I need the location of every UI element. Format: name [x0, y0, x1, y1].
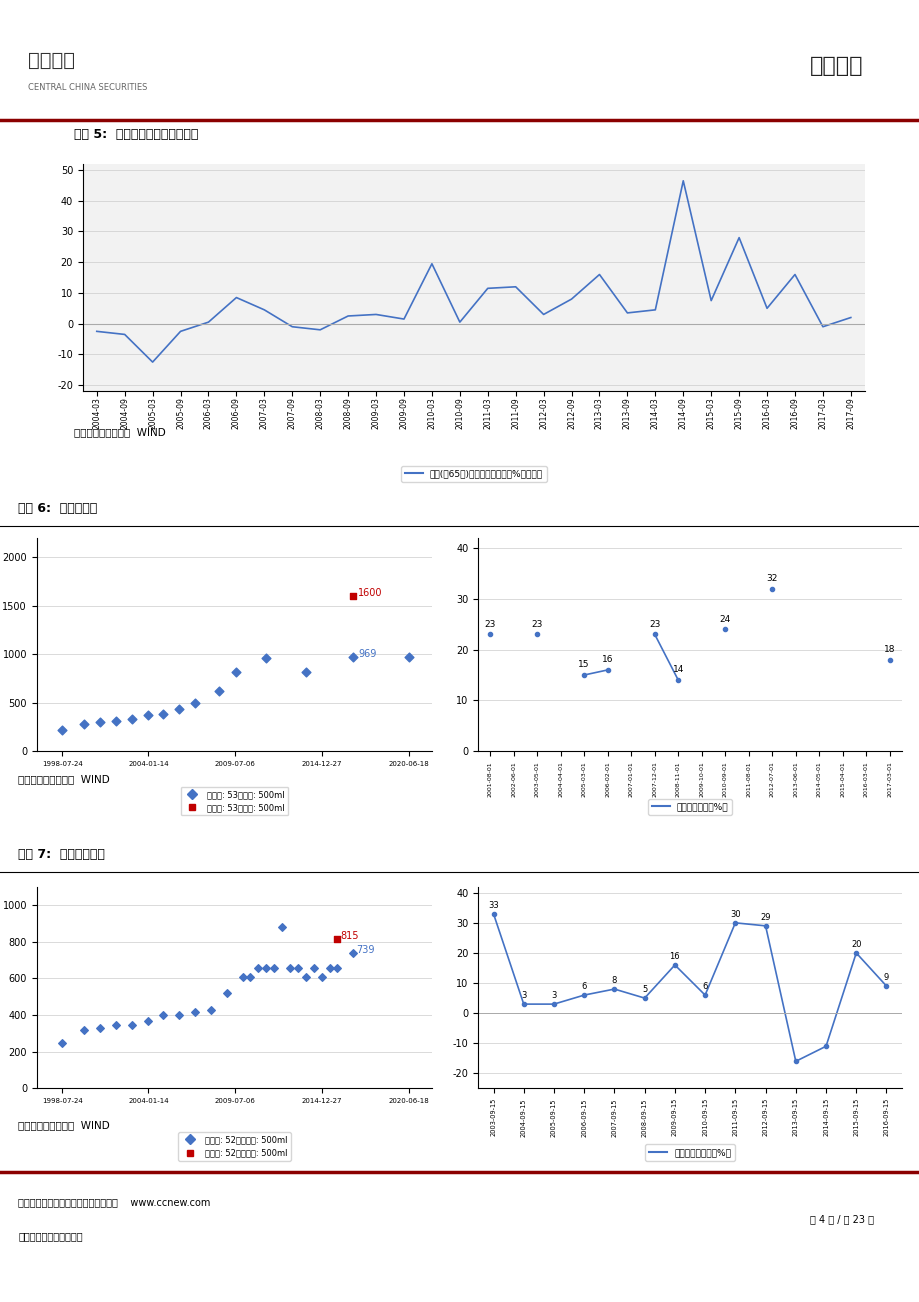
Point	[251, 957, 266, 978]
Text: 14: 14	[672, 665, 683, 674]
Point	[346, 586, 360, 607]
Text: 3: 3	[550, 991, 556, 1000]
Point	[203, 1000, 218, 1021]
Point	[172, 1005, 187, 1026]
Text: 6: 6	[581, 982, 586, 991]
Text: 3: 3	[520, 991, 526, 1000]
Text: 16: 16	[669, 952, 679, 961]
Legend: 芧台调价幅度（%）: 芧台调价幅度（%）	[647, 799, 732, 815]
Text: 8: 8	[611, 976, 617, 986]
Point	[282, 957, 297, 978]
Point	[258, 957, 273, 978]
Point	[156, 1005, 171, 1026]
Point	[108, 1014, 123, 1035]
Point	[172, 698, 187, 719]
Point	[93, 1018, 108, 1039]
Point	[211, 681, 226, 702]
Text: 图表 5:  国内白酒库存较年初增长: 图表 5: 国内白酒库存较年初增长	[74, 128, 198, 141]
Point	[298, 661, 312, 682]
Text: 15: 15	[578, 660, 589, 669]
Text: 9: 9	[883, 973, 888, 982]
Point	[55, 720, 70, 741]
Text: 资料来源：中原证券  WIND: 资料来源：中原证券 WIND	[18, 773, 110, 784]
Point	[275, 917, 289, 937]
Text: 中原证券: 中原证券	[28, 51, 74, 70]
Text: 请阅读最后一页各项声明: 请阅读最后一页各项声明	[18, 1230, 83, 1241]
Text: 1600: 1600	[357, 589, 382, 598]
Point	[55, 1032, 70, 1053]
Text: 16: 16	[601, 655, 613, 664]
Point	[140, 704, 154, 725]
Text: 食品饮料: 食品饮料	[809, 56, 862, 76]
Text: 969: 969	[357, 650, 376, 659]
Text: 6: 6	[702, 982, 707, 991]
Point	[229, 661, 244, 682]
Text: 29: 29	[759, 913, 770, 922]
Point	[235, 966, 250, 987]
Point	[346, 647, 360, 668]
Point	[124, 1014, 139, 1035]
Text: 23: 23	[484, 620, 495, 629]
Point	[401, 647, 415, 668]
Point	[219, 983, 233, 1004]
Text: 图表 6:  茅台出厂价: 图表 6: 茅台出厂价	[18, 503, 97, 516]
Text: CENTRAL CHINA SECURITIES: CENTRAL CHINA SECURITIES	[28, 83, 147, 92]
Point	[93, 712, 108, 733]
Point	[77, 713, 92, 734]
Text: 739: 739	[356, 945, 375, 954]
Point	[187, 693, 202, 713]
Point	[346, 943, 360, 963]
Text: 本报告版权属于中原证券股份有限公司    www.ccnew.com: 本报告版权属于中原证券股份有限公司 www.ccnew.com	[18, 1197, 210, 1207]
Text: 图表 7:  五粮液出厂价: 图表 7: 五粮液出厂价	[18, 848, 105, 861]
Point	[330, 928, 345, 949]
Text: 24: 24	[719, 615, 730, 624]
Text: 815: 815	[340, 931, 358, 941]
Point	[140, 1010, 154, 1031]
Text: 第 4 页 / 共 23 页: 第 4 页 / 共 23 页	[809, 1213, 873, 1224]
Point	[124, 708, 139, 729]
Text: 18: 18	[883, 644, 894, 654]
Point	[314, 966, 329, 987]
Text: 23: 23	[648, 620, 660, 629]
Point	[322, 957, 336, 978]
Point	[187, 1001, 202, 1022]
Point	[267, 957, 281, 978]
Text: 资料来源：中原证券  WIND: 资料来源：中原证券 WIND	[74, 427, 165, 436]
Point	[243, 966, 257, 987]
Text: 资料来源：中原证券  WIND: 资料来源：中原证券 WIND	[18, 1120, 110, 1130]
Legend: 出厂价: 53度芧台: 500ml, 一批价: 53度芧台: 500ml: 出厂价: 53度芧台: 500ml, 一批价: 53度芧台: 500ml	[181, 786, 288, 815]
Text: 30: 30	[730, 910, 740, 919]
Point	[108, 711, 123, 732]
Point	[330, 957, 345, 978]
Point	[290, 957, 305, 978]
Legend: 五粮液调价幅度（%）: 五粮液调价幅度（%）	[644, 1144, 734, 1160]
Point	[77, 1019, 92, 1040]
Point	[298, 966, 312, 987]
Legend: 白酒(折65度)库存比年初增长（%；季度）: 白酒(折65度)库存比年初增长（%；季度）	[401, 466, 546, 482]
Point	[306, 957, 321, 978]
Text: 23: 23	[531, 620, 542, 629]
Point	[156, 704, 171, 725]
Text: 20: 20	[850, 940, 860, 949]
Legend: 出厂价: 52度五粮液: 500ml, 一批价: 52度五粮液: 500ml: 出厂价: 52度五粮液: 500ml, 一批价: 52度五粮液: 500ml	[178, 1131, 290, 1161]
Text: 33: 33	[488, 901, 498, 910]
Text: 32: 32	[766, 574, 777, 583]
Text: 5: 5	[641, 986, 647, 993]
Point	[258, 647, 273, 668]
